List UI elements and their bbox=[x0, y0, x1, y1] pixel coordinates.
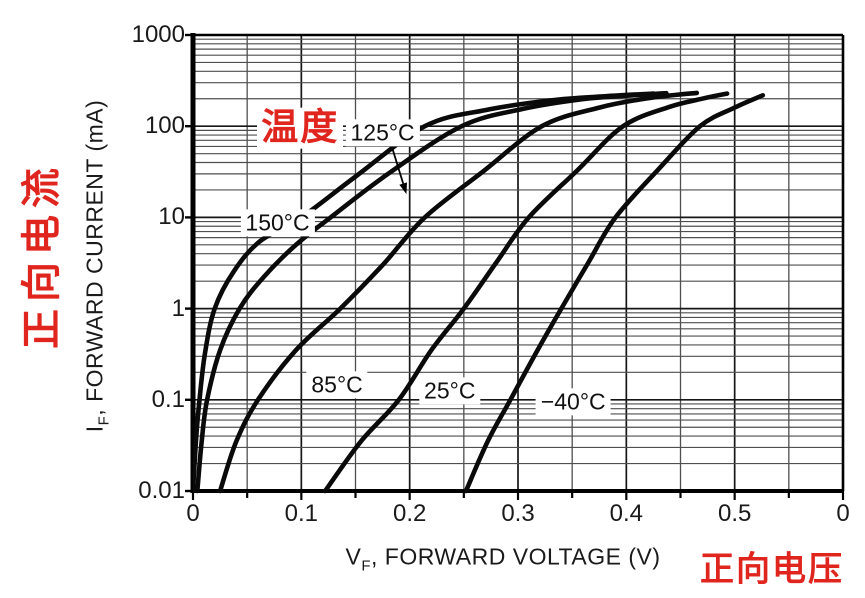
forward-voltage-chinese-annotation: 正向电压 bbox=[700, 550, 844, 589]
y-axis-title: IF, FORWARD CURRENT (mA) bbox=[82, 100, 113, 433]
curve-85C bbox=[217, 90, 700, 494]
x-axis-symbol-sub: F bbox=[361, 557, 372, 575]
curve-125C bbox=[195, 90, 669, 494]
x-tick-label: 0.2 bbox=[392, 500, 427, 527]
curve-label: 150°C bbox=[240, 209, 315, 237]
y-tick-label: 10 bbox=[158, 203, 185, 231]
x-tick-label: 0.1 bbox=[284, 500, 319, 527]
curve-label: 25°C bbox=[419, 377, 481, 405]
x-tick-label: 0 bbox=[836, 500, 850, 527]
y-axis-symbol: I bbox=[81, 425, 108, 433]
x-tick-label: 0.3 bbox=[501, 500, 535, 527]
forward-current-chinese-annotation: 正向电流 bbox=[20, 161, 64, 349]
temperature-annotation: 温度 bbox=[257, 107, 344, 149]
curve-40C bbox=[463, 93, 766, 494]
curve-25C bbox=[322, 91, 730, 494]
y-tick-label: 100 bbox=[144, 112, 185, 140]
curve-label: 85°C bbox=[306, 371, 368, 399]
label-arrow-line bbox=[391, 148, 405, 184]
label-arrow-head bbox=[399, 182, 408, 195]
y-axis-title-text: , FORWARD CURRENT (mA) bbox=[81, 99, 108, 416]
y-tick-label: 1 bbox=[171, 294, 185, 322]
x-tick-label: 0 bbox=[186, 500, 200, 527]
x-axis-title-text: , FORWARD VOLTAGE (V) bbox=[371, 543, 661, 570]
curve-label: −40°C bbox=[535, 388, 611, 416]
y-axis-symbol-sub: F bbox=[95, 415, 113, 426]
y-tick-label: 1000 bbox=[131, 21, 185, 48]
y-tick-label: 0.01 bbox=[138, 477, 185, 504]
curve-label: 125°C bbox=[345, 119, 420, 147]
y-tick-label: 0.1 bbox=[151, 385, 185, 413]
x-axis-symbol: V bbox=[345, 543, 362, 570]
x-tick-label: 0.5 bbox=[717, 500, 752, 527]
x-axis-title: VF, FORWARD VOLTAGE (V) bbox=[345, 544, 660, 575]
x-tick-label: 0.4 bbox=[609, 500, 644, 527]
